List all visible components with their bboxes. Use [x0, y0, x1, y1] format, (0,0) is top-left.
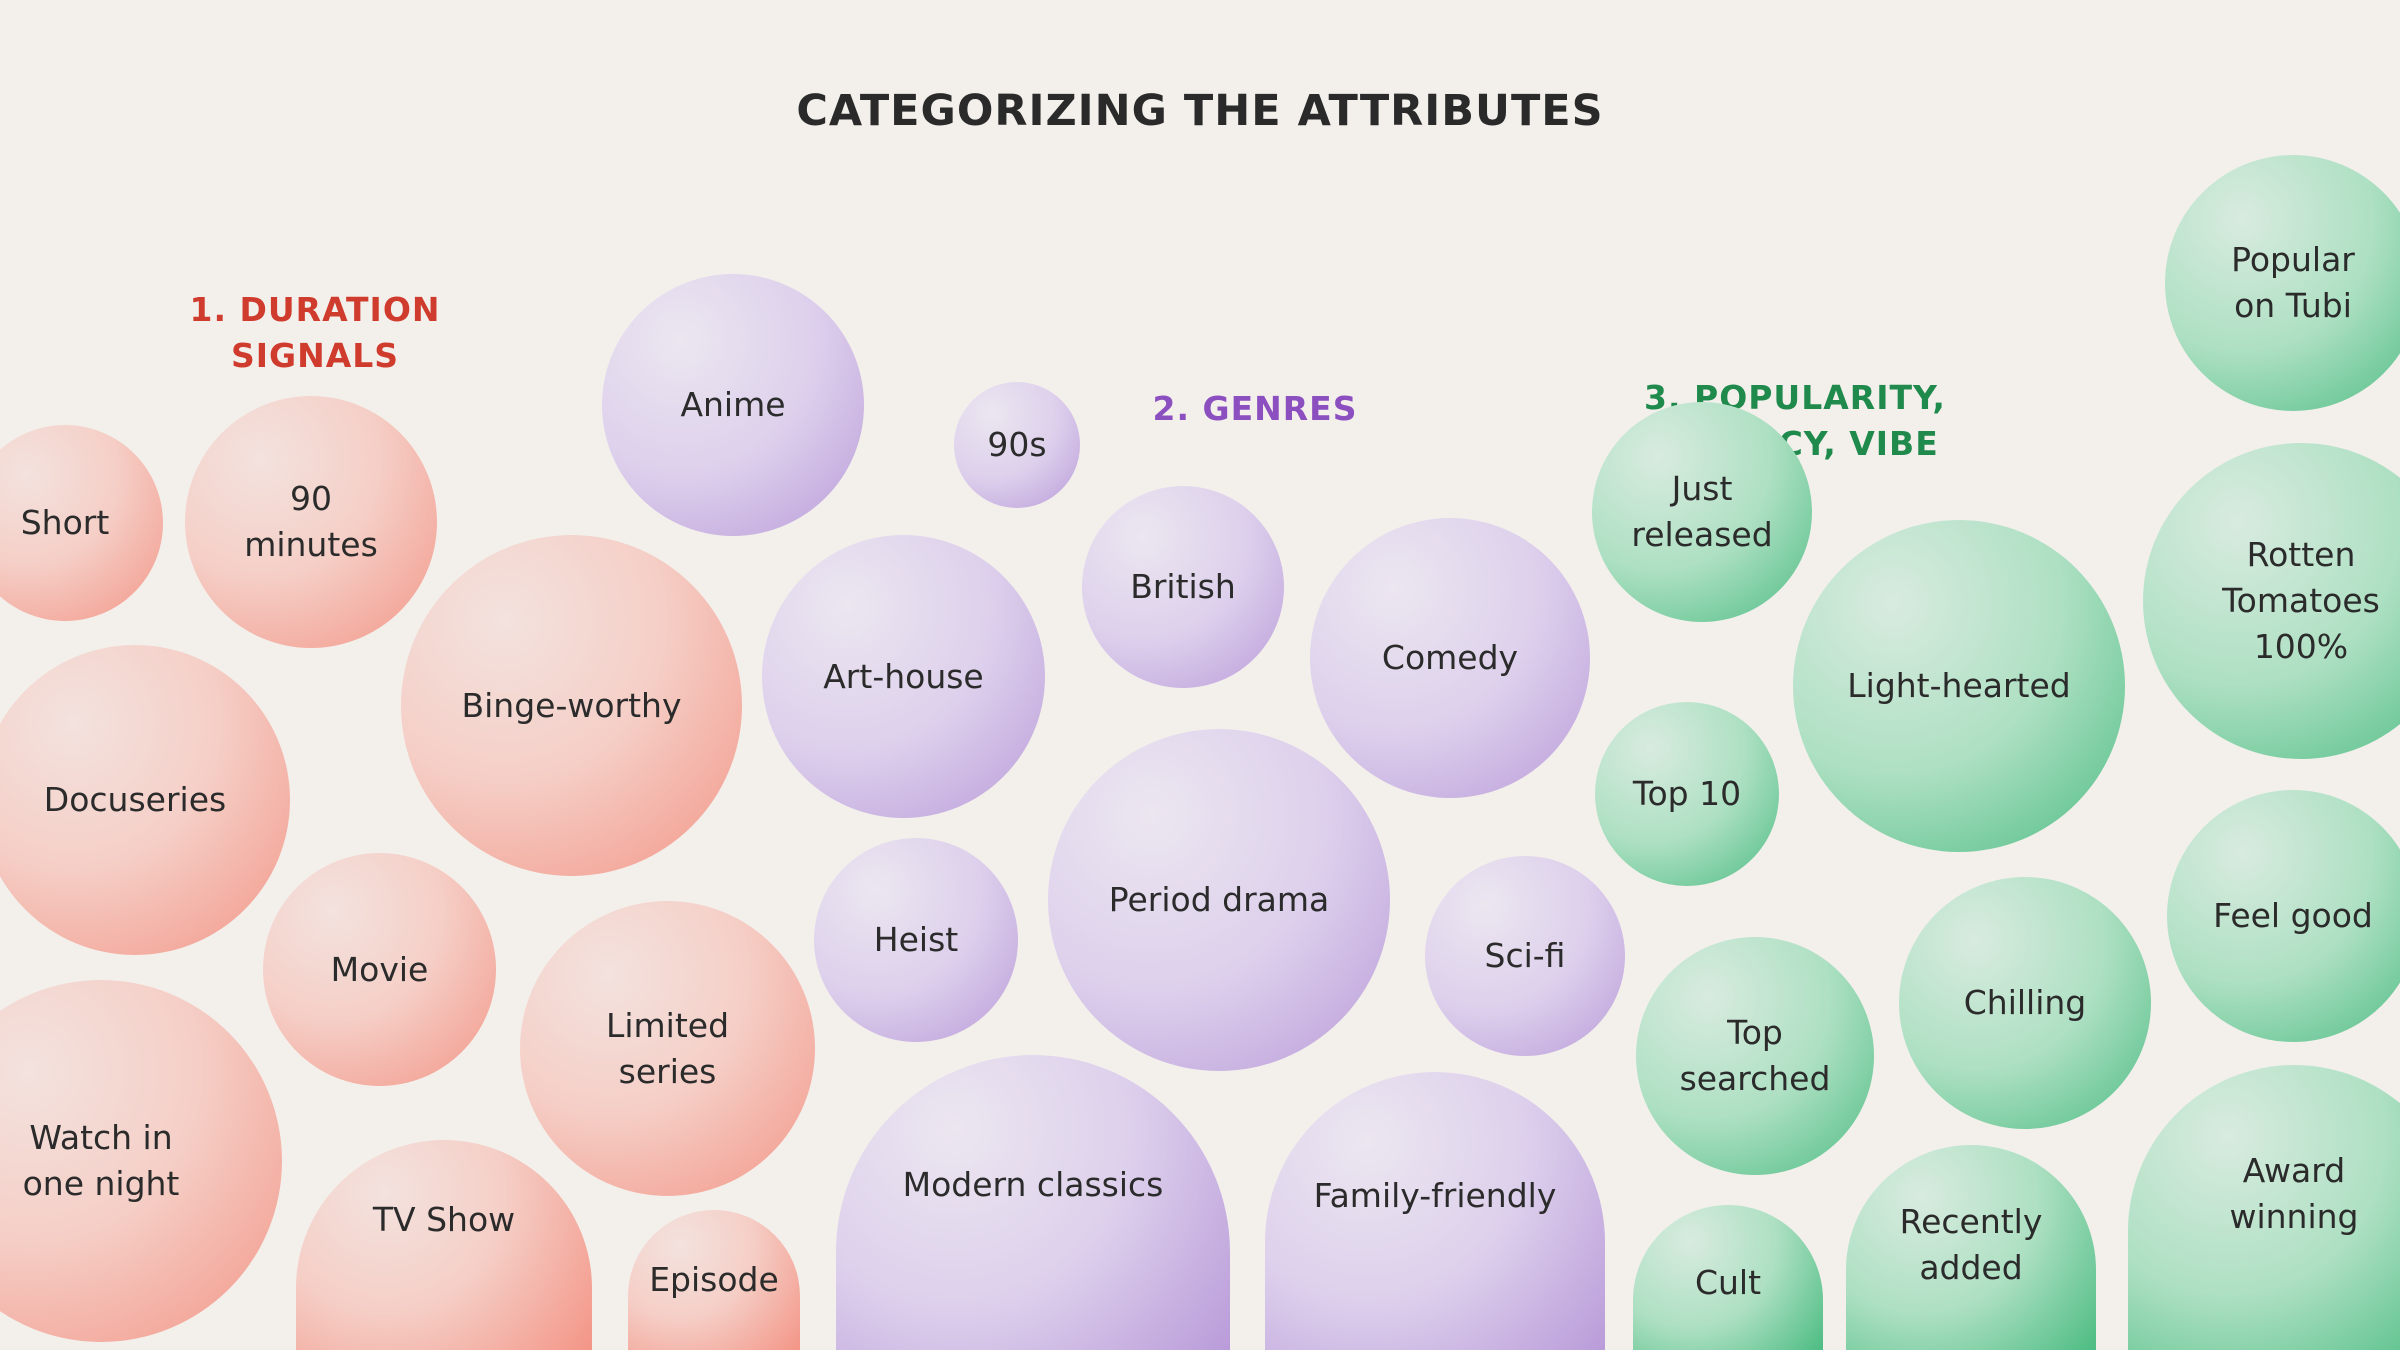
bubble-label: Watch in one night	[22, 1118, 180, 1203]
bubble-tv-show: TV Show	[296, 1140, 592, 1350]
bubble-light-hearted: Light-hearted	[1793, 520, 2125, 852]
bubble-label: Rotten Tomatoes 100%	[2222, 535, 2380, 666]
bubble-label: Feel good	[2213, 896, 2373, 935]
bubble-recently-added: Recently added	[1846, 1145, 2096, 1350]
bubble-label: Popular on Tubi	[2231, 240, 2355, 325]
bubble-feel-good: Feel good	[2167, 790, 2400, 1042]
bubble-label: Episode	[649, 1260, 779, 1299]
bubble-label: Docuseries	[43, 780, 227, 819]
bubble-label: Movie	[330, 949, 429, 989]
bubble-art-house: Art-house	[762, 535, 1045, 818]
bubble-label: Award winning	[2229, 1150, 2359, 1236]
bubble-label: 90 minutes	[244, 479, 378, 564]
group-label-duration: 1. DURATION SIGNALS	[189, 290, 441, 375]
bubble-sci-fi: Sci-fi	[1425, 856, 1625, 1056]
bubble-anime: Anime	[602, 274, 864, 536]
bubble-modern-classics: Modern classics	[836, 1055, 1230, 1350]
bubble-episode: Episode	[628, 1210, 800, 1350]
diagram-title: CATEGORIZING THE ATTRIBUTES	[796, 86, 1604, 136]
bubble-label: Binge-worthy	[461, 685, 682, 725]
bubble-rotten-tomatoes-100: Rotten Tomatoes 100%	[2143, 443, 2400, 759]
bubble-docuseries: Docuseries	[0, 645, 290, 955]
bubble-label: Family-friendly	[1313, 1176, 1557, 1215]
bubble-award-winning: Award winning	[2128, 1065, 2400, 1350]
bubble-limited-series: Limited series	[520, 901, 815, 1196]
bubble-cult: Cult	[1633, 1205, 1823, 1350]
bubble-period-drama: Period drama	[1048, 729, 1390, 1071]
bubble-label: TV Show	[372, 1200, 516, 1239]
bubble-movie: Movie	[263, 853, 496, 1086]
bubble-family-friendly: Family-friendly	[1265, 1072, 1605, 1350]
bubble-top-searched: Top searched	[1636, 937, 1874, 1175]
bubble-label: British	[1130, 567, 1236, 606]
bubble-label: Limited series	[605, 1005, 730, 1091]
bubble-90-minutes: 90 minutes	[185, 396, 437, 648]
bubble-label: Comedy	[1381, 638, 1519, 677]
bubble-chilling: Chilling	[1899, 877, 2151, 1129]
bubble-label: Period drama	[1108, 880, 1330, 919]
bubble-label: Top 10	[1632, 774, 1742, 813]
bubble-label: Heist	[873, 920, 959, 959]
bubble-short: Short	[0, 425, 163, 621]
bubble-label: Short	[20, 503, 110, 542]
bubble-label: Anime	[680, 385, 786, 424]
bubble-label: Recently added	[1899, 1201, 2043, 1287]
bubble-popular-on-tubi: Popular on Tubi	[2165, 155, 2400, 411]
bubble-heist: Heist	[814, 838, 1018, 1042]
bubble-top-10: Top 10	[1595, 702, 1779, 886]
bubble-label: 90s	[987, 425, 1047, 464]
bubble-label: Art-house	[823, 656, 984, 696]
group-label-genres: 2. GENRES	[1152, 389, 1358, 428]
bubble-90s: 90s	[954, 382, 1080, 508]
bubble-label: Top searched	[1679, 1013, 1831, 1098]
bubble-label: Just released	[1631, 469, 1773, 554]
bubble-just-released: Just released	[1592, 402, 1812, 622]
bubble-comedy: Comedy	[1310, 518, 1590, 798]
bubble-british: British	[1082, 486, 1284, 688]
bubble-label: Modern classics	[902, 1164, 1164, 1204]
bubble-binge-worthy: Binge-worthy	[401, 535, 742, 876]
bubble-label: Sci-fi	[1484, 936, 1566, 975]
bubble-label: Chilling	[1963, 983, 2087, 1022]
bubble-label: Cult	[1694, 1262, 1762, 1302]
bubble-watch-in-one-night: Watch in one night	[0, 980, 282, 1342]
bubble-label: Light-hearted	[1847, 666, 2071, 705]
